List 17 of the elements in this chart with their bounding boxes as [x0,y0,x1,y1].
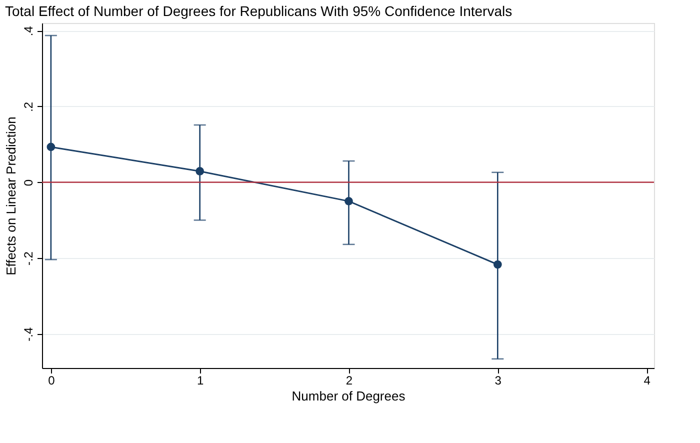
point [46,142,56,152]
point [344,197,353,206]
x-axis-title: Number of Degrees [292,388,406,404]
x-tick-label: 3 [494,374,502,388]
y-tick-label: .2 [22,102,36,112]
point [493,260,502,269]
y-tick-label: 0 [22,179,36,186]
point [196,167,204,176]
y-axis-title: Effects on Linear Prediction [4,116,18,276]
y-tick-label: -.2 [22,251,36,266]
chart-title: Total Effect of Number of Degrees for Republicans With 95% Confidence Intervals [5,3,512,19]
x-tick-label: 0 [48,374,56,388]
y-tick-label: -.4 [22,327,36,342]
y-tick-label: .4 [22,26,36,36]
x-tick-label: 4 [644,374,651,388]
x-tick-label: 2 [346,374,353,388]
x-tick-label: 1 [196,374,204,388]
